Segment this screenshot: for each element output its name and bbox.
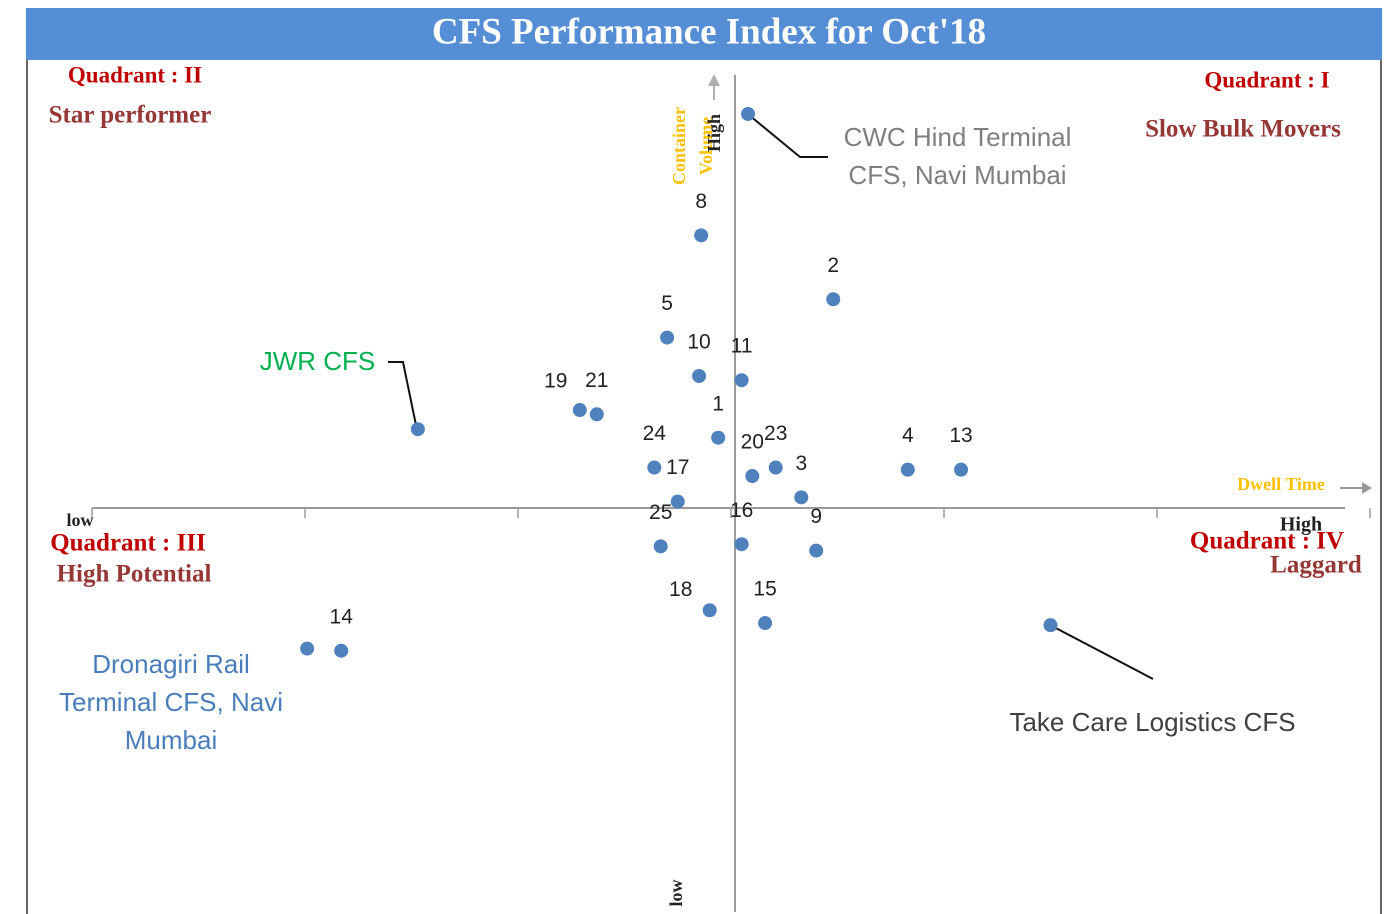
point-label: 23 [764, 422, 787, 445]
quadrant-title: Quadrant : IV [1190, 528, 1344, 555]
quadrant-subtitle: Star performer [49, 102, 212, 129]
point [758, 616, 773, 631]
point-label: 18 [669, 578, 692, 601]
point-label: 13 [949, 424, 972, 447]
point [741, 106, 756, 121]
leader-line [388, 361, 418, 431]
point-label: 3 [795, 452, 807, 475]
point-annotation: Dronagiri Rail Terminal CFS, Navi Mumbai [59, 649, 283, 755]
title-bar [26, 8, 1382, 60]
point [794, 490, 809, 505]
point [711, 430, 726, 445]
point-label: 21 [585, 369, 608, 392]
point [734, 373, 749, 388]
point [1043, 618, 1058, 633]
point [768, 460, 783, 475]
point [589, 407, 604, 422]
point-label: 8 [695, 190, 707, 213]
point-annotation: JWR CFS [259, 346, 376, 376]
point [300, 641, 315, 656]
point [809, 543, 824, 558]
point-label: 17 [666, 456, 689, 479]
y-low-label: low [666, 879, 686, 906]
point [670, 494, 685, 509]
x-low-label: low [67, 510, 94, 530]
point [334, 643, 349, 658]
point [826, 292, 841, 307]
point [660, 330, 675, 345]
quadrant-title: Quadrant : I [1204, 67, 1329, 92]
point-label: 2 [827, 254, 839, 277]
leader-line [748, 114, 828, 158]
point-label: 11 [731, 335, 753, 358]
point [653, 539, 668, 554]
point-label: 16 [730, 499, 753, 522]
point [572, 403, 587, 418]
y-high-label: High [704, 114, 724, 152]
point-label: 25 [649, 501, 672, 524]
point-label: 5 [661, 292, 673, 315]
point-label: 19 [544, 370, 567, 393]
leader-line [1049, 624, 1154, 680]
point [954, 462, 969, 477]
point [745, 469, 760, 484]
chart-title: CFS Performance Index for Oct'18 [432, 11, 986, 52]
x-axis-label: Dwell Time [1237, 474, 1325, 494]
point [694, 228, 709, 243]
point-label: 24 [643, 422, 667, 445]
quadrant-subtitle: Laggard [1270, 552, 1362, 579]
point [647, 460, 662, 475]
quadrant-title: Quadrant : III [50, 530, 206, 557]
point [410, 422, 425, 437]
point [734, 537, 749, 552]
quadrant-subtitle: High Potential [57, 561, 212, 588]
point [900, 462, 915, 477]
quadrant-subtitle: Slow Bulk Movers [1145, 116, 1341, 143]
point-annotation: CWC Hind Terminal CFS, Navi Mumbai [843, 122, 1072, 190]
point-annotation: Take Care Logistics CFS [1009, 707, 1296, 737]
point [692, 368, 707, 383]
point-label: 15 [753, 578, 776, 601]
point-label: 9 [810, 505, 822, 528]
point-label: 1 [712, 392, 724, 415]
point-label: 20 [741, 431, 764, 454]
point-label: 14 [330, 605, 354, 628]
axis-arrow [708, 74, 720, 86]
axis-arrow [1362, 482, 1372, 494]
quadrant-title: Quadrant : II [68, 62, 202, 87]
point-label: 4 [902, 424, 914, 447]
x-high-label: High [1280, 514, 1322, 536]
point [702, 603, 717, 618]
point-label: 10 [687, 330, 710, 353]
